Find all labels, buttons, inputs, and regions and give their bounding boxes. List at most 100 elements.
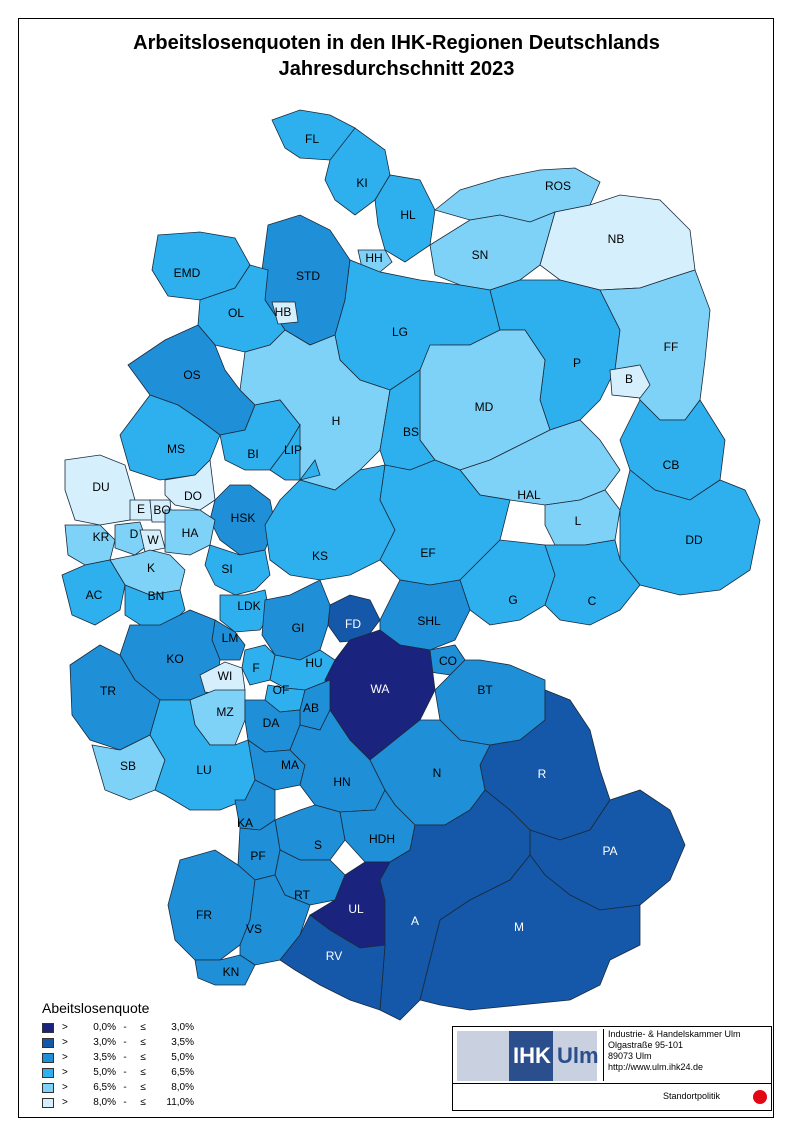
legend-row: >0,0% - ≤3,0%: [42, 1020, 262, 1035]
region-label-d: D: [130, 527, 139, 541]
legend-high: 8,0%: [171, 1082, 194, 1093]
legend-high: 11,0%: [166, 1097, 194, 1108]
region-label-ac: AC: [86, 588, 103, 602]
region-label-os: OS: [183, 368, 200, 382]
legend-row: >8,0% - ≤11,0%: [42, 1095, 262, 1110]
ihk-logo: IHK Ulm: [457, 1031, 599, 1081]
regions-layer: [61, 109, 761, 1021]
legend-swatch: [42, 1022, 54, 1033]
region-label-n: N: [433, 766, 442, 780]
region-label-sn: SN: [472, 248, 489, 262]
region-label-p: P: [573, 356, 581, 370]
region-label-kr: KR: [93, 530, 110, 544]
region-s: [274, 804, 346, 861]
region-label-bs: BS: [403, 425, 419, 439]
ihk-info-box: IHK Ulm Industrie- & Handelskammer Ulm O…: [452, 1026, 772, 1111]
legend-dash: -: [123, 1067, 127, 1078]
region-label-cb: CB: [663, 458, 680, 472]
region-label-fl: FL: [305, 132, 319, 146]
region-label-bn: BN: [148, 589, 165, 603]
region-label-lg: LG: [392, 325, 408, 339]
legend-row: >6,5% - ≤8,0%: [42, 1080, 262, 1095]
region-label-f: F: [252, 661, 259, 675]
region-c: [544, 539, 641, 626]
ihk-logo-ulm: Ulm: [557, 1043, 599, 1068]
region-label-ka: KA: [237, 816, 253, 830]
legend-swatch: [42, 1052, 54, 1063]
region-label-e: E: [137, 502, 145, 516]
region-label-k: K: [147, 561, 155, 575]
region-bs: [379, 369, 436, 471]
region-label-gi: GI: [292, 621, 305, 635]
ihk-address-line-1: Industrie- & Handelskammer Ulm: [608, 1029, 741, 1039]
region-label-ab: AB: [303, 701, 319, 715]
region-label-do: DO: [184, 489, 202, 503]
region-label-vs: VS: [246, 922, 262, 936]
legend-low: 0,0%: [93, 1022, 116, 1033]
region-label-wi: WI: [218, 669, 233, 683]
legend-low: 3,5%: [93, 1052, 116, 1063]
region-label-ul: UL: [348, 902, 364, 916]
region-label-pf: PF: [250, 849, 265, 863]
legend-swatch: [42, 1037, 54, 1048]
map-frame: [18, 18, 774, 1118]
legend-le: ≤: [140, 1082, 146, 1093]
region-label-fr: FR: [196, 908, 212, 922]
legend-dash: -: [123, 1022, 127, 1033]
region-label-wa: WA: [371, 682, 390, 696]
region-label-h: H: [332, 414, 341, 428]
region-label-nb: NB: [608, 232, 625, 246]
region-label-lip: LIP: [284, 443, 302, 457]
title-line-1: Arbeitslosenquoten in den IHK-Regionen D…: [133, 32, 660, 54]
legend-gt: >: [62, 1022, 68, 1033]
legend-high: 5,0%: [171, 1052, 194, 1063]
legend-row: >5,0% - ≤6,5%: [42, 1065, 262, 1080]
legend-swatch: [42, 1097, 54, 1108]
region-label-ff: FF: [664, 340, 679, 354]
ihk-department: Standortpolitik: [663, 1091, 721, 1101]
ihk-logo-block: [509, 1031, 553, 1081]
red-dot-icon: [753, 1090, 767, 1104]
region-b: [609, 364, 651, 399]
legend-gt: >: [62, 1052, 68, 1063]
ihk-address-line-2: Olgastraße 95-101: [608, 1040, 684, 1050]
legend-dash: -: [123, 1097, 127, 1108]
region-label-ko: KO: [166, 652, 183, 666]
region-label-md: MD: [475, 400, 494, 414]
legend-gt: >: [62, 1067, 68, 1078]
legend-high: 3,0%: [171, 1022, 194, 1033]
region-label-c: C: [588, 594, 597, 608]
region-gi: [261, 579, 331, 661]
legend-title: Abeitslosenquote: [42, 1000, 150, 1016]
region-label-of: OF: [273, 683, 290, 697]
ihk-address-link[interactable]: http://www.ulm.ihk24.de: [608, 1062, 704, 1072]
ihk-address-line-3: 89073 Ulm: [608, 1051, 652, 1061]
region-label-lu: LU: [196, 763, 211, 777]
region-label-hb: HB: [275, 305, 292, 319]
region-label-si: SI: [221, 562, 232, 576]
region-sn: [429, 211, 556, 291]
region-label-ef: EF: [420, 546, 435, 560]
region-label-b: B: [625, 372, 633, 386]
region-label-hh: HH: [365, 251, 382, 265]
region-label-rt: RT: [294, 888, 310, 902]
region-label-lm: LM: [222, 631, 239, 645]
region-ms: [119, 394, 221, 481]
legend-low: 3,0%: [93, 1037, 116, 1048]
legend-gt: >: [62, 1037, 68, 1048]
region-label-hsk: HSK: [231, 511, 256, 525]
region-fd: [327, 594, 381, 643]
legend-dash: -: [123, 1052, 127, 1063]
region-label-r: R: [538, 767, 547, 781]
region-label-sb: SB: [120, 759, 136, 773]
legend: Abeitslosenquote >0,0% - ≤3,0% >3,0% - ≤3,5% >…: [42, 1000, 262, 1110]
region-label-co: CO: [439, 654, 457, 668]
region-label-ms: MS: [167, 442, 185, 456]
region-label-l: L: [575, 514, 582, 528]
ihk-separator: [453, 1083, 771, 1084]
legend-le: ≤: [140, 1052, 146, 1063]
region-label-tr: TR: [100, 684, 116, 698]
region-label-w: W: [147, 533, 159, 547]
region-label-dd: DD: [685, 533, 703, 547]
